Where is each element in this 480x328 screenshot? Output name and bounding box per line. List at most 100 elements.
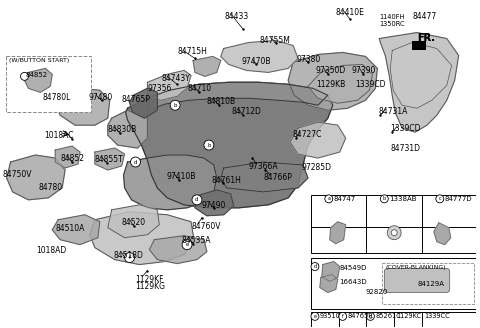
Text: 97390: 97390 bbox=[351, 66, 376, 75]
Circle shape bbox=[380, 195, 388, 203]
Text: a: a bbox=[327, 196, 330, 201]
Text: c: c bbox=[439, 196, 441, 201]
Polygon shape bbox=[24, 69, 52, 92]
Text: 1339CD: 1339CD bbox=[356, 80, 386, 89]
Text: d: d bbox=[313, 264, 316, 269]
Text: 1140FH: 1140FH bbox=[379, 14, 405, 20]
Circle shape bbox=[311, 312, 319, 320]
Text: 84765P: 84765P bbox=[121, 95, 151, 104]
Text: 84743Y: 84743Y bbox=[161, 74, 190, 83]
Text: 84710: 84710 bbox=[187, 84, 211, 93]
Polygon shape bbox=[149, 236, 207, 264]
Text: 84855T: 84855T bbox=[95, 155, 124, 164]
Text: 1339CD: 1339CD bbox=[390, 124, 421, 133]
Polygon shape bbox=[221, 41, 298, 72]
Text: 97285D: 97285D bbox=[301, 163, 331, 172]
Text: 84852: 84852 bbox=[25, 72, 48, 78]
Circle shape bbox=[131, 157, 141, 167]
Text: 84761H: 84761H bbox=[212, 176, 242, 185]
Text: 84727C: 84727C bbox=[292, 130, 322, 139]
Text: b: b bbox=[173, 103, 177, 108]
Text: 84780: 84780 bbox=[38, 183, 62, 192]
Text: e: e bbox=[185, 242, 189, 247]
Text: 92820: 92820 bbox=[365, 290, 388, 296]
Text: 97380: 97380 bbox=[296, 55, 320, 65]
Text: f: f bbox=[129, 255, 131, 260]
Text: FR.: FR. bbox=[417, 32, 435, 43]
Text: 1350RC: 1350RC bbox=[379, 21, 405, 27]
Polygon shape bbox=[130, 88, 157, 118]
Polygon shape bbox=[147, 71, 191, 100]
Polygon shape bbox=[124, 155, 217, 210]
Bar bbox=[311, 195, 477, 253]
Text: 84715H: 84715H bbox=[177, 48, 207, 56]
Polygon shape bbox=[90, 212, 194, 265]
Text: 97470B: 97470B bbox=[241, 57, 271, 67]
Circle shape bbox=[182, 240, 192, 250]
Text: (W/BUTTON START): (W/BUTTON START) bbox=[9, 58, 69, 63]
Text: 84518D: 84518D bbox=[114, 251, 144, 260]
Circle shape bbox=[391, 230, 397, 236]
Circle shape bbox=[436, 195, 444, 203]
Text: 84777D: 84777D bbox=[445, 196, 472, 202]
Polygon shape bbox=[195, 190, 234, 216]
Bar bbox=[311, 257, 477, 309]
Text: 84765R: 84765R bbox=[348, 313, 373, 319]
Bar bbox=[412, 41, 426, 51]
Text: 84766P: 84766P bbox=[264, 173, 292, 182]
Bar bbox=[382, 263, 473, 304]
Polygon shape bbox=[7, 155, 65, 200]
Text: 84852: 84852 bbox=[60, 154, 84, 163]
Text: 84129A: 84129A bbox=[417, 280, 444, 286]
Text: 97366A: 97366A bbox=[249, 162, 278, 171]
Text: 97350D: 97350D bbox=[316, 66, 346, 75]
Circle shape bbox=[387, 226, 401, 240]
FancyBboxPatch shape bbox=[384, 269, 450, 293]
Circle shape bbox=[366, 312, 374, 320]
Text: 97356: 97356 bbox=[147, 84, 172, 93]
Text: 1018AD: 1018AD bbox=[36, 246, 67, 255]
Text: f: f bbox=[342, 314, 344, 319]
Polygon shape bbox=[434, 223, 451, 245]
Text: FR.: FR. bbox=[417, 32, 435, 43]
Text: 1018AC: 1018AC bbox=[44, 131, 74, 140]
Polygon shape bbox=[108, 205, 159, 238]
Text: 84477: 84477 bbox=[412, 12, 436, 21]
Text: 97490: 97490 bbox=[202, 201, 226, 210]
Circle shape bbox=[192, 195, 202, 205]
Polygon shape bbox=[330, 222, 346, 244]
Circle shape bbox=[170, 100, 180, 110]
Polygon shape bbox=[52, 215, 100, 245]
Text: 84731D: 84731D bbox=[390, 144, 420, 153]
Text: g: g bbox=[369, 314, 372, 319]
Text: 16643D: 16643D bbox=[340, 278, 367, 284]
Text: 97410B: 97410B bbox=[166, 172, 196, 181]
Text: 84410E: 84410E bbox=[336, 8, 365, 17]
Text: e: e bbox=[313, 314, 316, 319]
Polygon shape bbox=[308, 64, 372, 103]
Text: 97480: 97480 bbox=[89, 93, 113, 102]
Text: 84760V: 84760V bbox=[191, 222, 220, 231]
Polygon shape bbox=[288, 52, 377, 110]
Polygon shape bbox=[322, 262, 340, 281]
Bar bbox=[6, 56, 91, 112]
Text: 93510: 93510 bbox=[320, 313, 341, 319]
Polygon shape bbox=[379, 32, 458, 132]
Text: 84535A: 84535A bbox=[181, 236, 211, 245]
Text: 1129KC: 1129KC bbox=[396, 313, 421, 319]
Text: 84510A: 84510A bbox=[55, 224, 84, 233]
Text: 84755M: 84755M bbox=[259, 35, 290, 45]
Text: 84810B: 84810B bbox=[207, 97, 236, 106]
Text: 84520: 84520 bbox=[121, 218, 146, 227]
Text: 84830B: 84830B bbox=[108, 125, 137, 134]
Polygon shape bbox=[193, 56, 221, 76]
Polygon shape bbox=[320, 275, 338, 293]
Polygon shape bbox=[221, 162, 308, 192]
Text: 84433: 84433 bbox=[225, 12, 249, 21]
Text: 84747: 84747 bbox=[334, 196, 356, 202]
Text: b: b bbox=[207, 143, 211, 148]
Circle shape bbox=[204, 140, 214, 150]
Text: d: d bbox=[134, 159, 137, 165]
Polygon shape bbox=[290, 122, 346, 158]
Polygon shape bbox=[147, 82, 328, 110]
